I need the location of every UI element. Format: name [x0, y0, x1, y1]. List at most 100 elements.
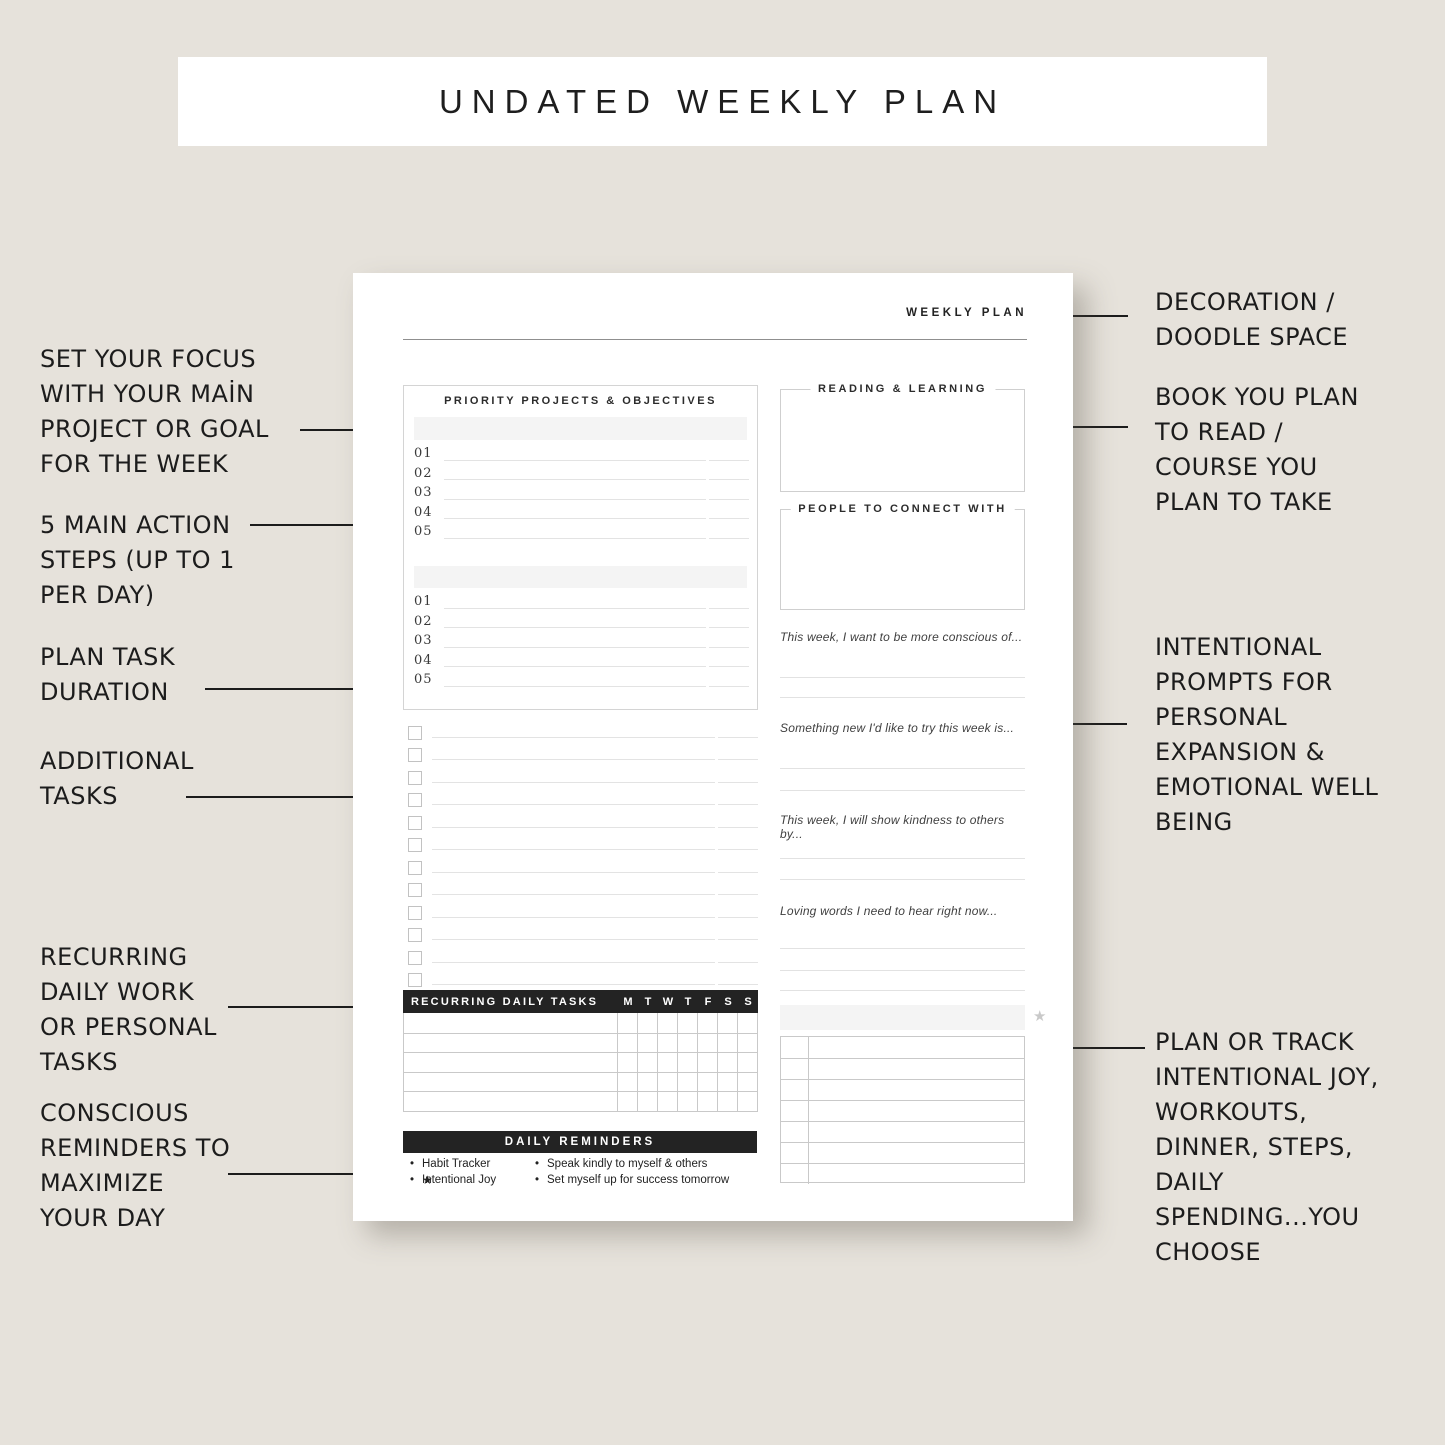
- task-write-line: [444, 518, 706, 519]
- priority-row: 02: [414, 612, 749, 632]
- task-write-line: [432, 804, 715, 805]
- task-write-line: [444, 498, 706, 500]
- checkbox: [408, 770, 422, 785]
- recurring-row: [404, 1052, 757, 1072]
- day-cell: [637, 1072, 657, 1091]
- daily-reminders-title: DAILY REMINDERS: [504, 1136, 656, 1148]
- row-number: 03: [414, 485, 433, 500]
- annotation-reading-plan: BOOK YOU PLAN TO READ / COURSE YOU PLAN …: [1155, 383, 1359, 516]
- pointer-line: [228, 1173, 388, 1175]
- day-cell: [717, 1053, 737, 1072]
- duration-write-line: [718, 826, 758, 828]
- prompt-conscious-of: This week, I want to be more conscious o…: [780, 630, 1023, 644]
- row-number: 05: [414, 672, 433, 687]
- checkbox-row: [403, 922, 758, 945]
- tracker-row: [781, 1079, 1024, 1100]
- duration-write-line: [718, 781, 758, 783]
- write-line: [780, 677, 1025, 678]
- task-write-line: [432, 849, 715, 850]
- day-cell: [737, 1092, 757, 1111]
- priority-row: 01: [414, 444, 749, 464]
- day-cell: [637, 1033, 657, 1052]
- duration-write-line: [709, 685, 749, 687]
- annotation-intentional-prompts: INTENTIONAL PROMPTS FOR PERSONAL EXPANSI…: [1155, 633, 1379, 836]
- tracker-value-cell: [809, 1037, 1024, 1058]
- prompt-loving-words: Loving words I need to hear right now...: [780, 904, 998, 918]
- annotation-action-steps: 5 MAIN ACTION STEPS (UP TO 1 PER DAY): [40, 511, 235, 609]
- checkbox-row: [403, 944, 758, 967]
- task-write-line: [444, 646, 706, 648]
- annotation-recurring-tasks: RECURRING DAILY WORK OR PERSONAL TASKS: [40, 943, 217, 1076]
- reminder-item: Set myself up for success tomorrow: [535, 1172, 735, 1188]
- recurring-tasks-header: RECURRING DAILY TASKS M T W T F S S: [403, 990, 758, 1013]
- checkbox: [408, 815, 422, 830]
- recurring-row: [404, 1032, 757, 1052]
- day-header: T: [644, 995, 652, 1008]
- checkbox-row: [403, 787, 758, 810]
- checkbox: [408, 748, 422, 762]
- day-cell: [717, 1092, 737, 1111]
- reminders-column-1: Habit Tracker Intentional Joy ★: [410, 1156, 610, 1189]
- checkbox-row: [403, 877, 758, 900]
- checkbox: [408, 928, 422, 942]
- duration-write-line: [709, 537, 749, 539]
- recurring-tasks-table: RECURRING DAILY TASKS M T W T F S S: [403, 990, 758, 1112]
- duration-write-line: [718, 871, 758, 873]
- priority-row: 03: [414, 483, 749, 503]
- priority-row: 04: [414, 503, 749, 523]
- title-banner: UNDATED WEEKLY PLAN: [178, 57, 1267, 146]
- pointer-line: [228, 1006, 403, 1008]
- checkbox: [408, 883, 422, 897]
- tracker-label-cell: [781, 1059, 809, 1079]
- duration-write-line: [709, 627, 749, 628]
- annotation-plan-or-track: PLAN OR TRACK INTENTIONAL JOY, WORKOUTS,…: [1155, 1028, 1379, 1266]
- day-cell: [697, 1072, 717, 1091]
- tracker-value-cell: [809, 1143, 1024, 1163]
- checkbox-row: [403, 899, 758, 922]
- day-cell: [617, 1092, 637, 1111]
- day-header: F: [704, 995, 712, 1008]
- recurring-row: [404, 1071, 757, 1091]
- duration-write-line: [709, 666, 749, 667]
- row-number: 04: [414, 652, 433, 668]
- task-write-line: [432, 961, 715, 963]
- write-line: [780, 858, 1025, 859]
- tracker-row: [781, 1100, 1024, 1121]
- day-cell: [697, 1053, 717, 1072]
- priority-projects-box: PRIORITY PROJECTS & OBJECTIVES 01 02 03 …: [403, 385, 758, 710]
- task-cell: [404, 1013, 617, 1033]
- tracker-table: [780, 1036, 1025, 1184]
- tracker-label-cell: [781, 1143, 809, 1163]
- reading-learning-title: READING & LEARNING: [809, 383, 996, 395]
- duration-write-line: [718, 894, 758, 895]
- tracker-value-cell: [809, 1059, 1024, 1079]
- priority-row: 04: [414, 651, 749, 671]
- checkbox-row: [403, 719, 758, 742]
- checkbox: [408, 973, 422, 987]
- duration-write-line: [709, 498, 749, 500]
- duration-write-line: [709, 479, 749, 480]
- pointer-line: [1032, 426, 1128, 428]
- day-header: W: [662, 995, 674, 1008]
- day-cell: [737, 1053, 757, 1072]
- tracker-label-cell: [781, 1101, 809, 1121]
- pointer-line: [1032, 723, 1127, 725]
- day-header: S: [744, 995, 752, 1008]
- tracker-label-cell: [781, 1080, 809, 1100]
- task-cell: [404, 1092, 617, 1111]
- recurring-tasks-grid: [403, 1013, 758, 1112]
- day-header: S: [724, 995, 732, 1008]
- row-number: 05: [414, 524, 433, 539]
- row-number: 02: [414, 465, 433, 481]
- task-write-line: [432, 939, 715, 940]
- annotation-task-duration: PLAN TASK DURATION: [40, 643, 176, 706]
- write-line: [780, 768, 1025, 769]
- task-write-line: [444, 607, 706, 609]
- task-write-line: [444, 479, 706, 480]
- row-number: 04: [414, 504, 433, 520]
- weekly-plan-title: WEEKLY PLAN: [906, 307, 1027, 319]
- duration-write-line: [718, 849, 758, 850]
- task-write-line: [432, 736, 715, 738]
- priority-row: 03: [414, 631, 749, 651]
- reminder-item: Intentional Joy ★: [410, 1172, 610, 1189]
